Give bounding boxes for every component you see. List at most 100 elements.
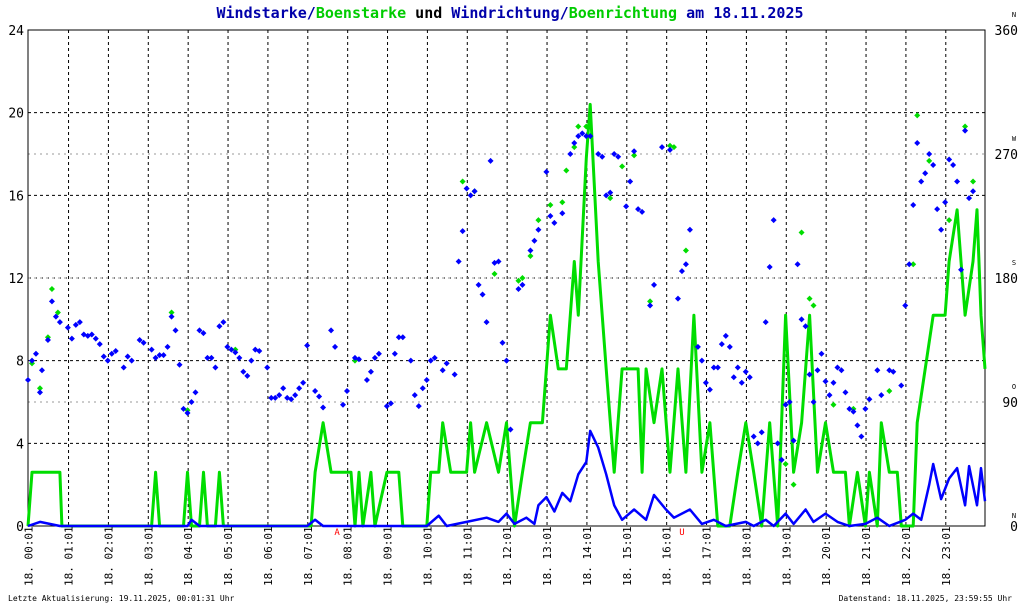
- x-tick-label: 18. 01:01: [63, 526, 76, 586]
- wind-dir-point: [431, 354, 438, 361]
- wind-dir-point: [758, 429, 765, 436]
- wind-dir-point: [862, 405, 869, 412]
- wind-dir-point: [830, 379, 837, 386]
- gust-dir-point: [48, 286, 55, 293]
- wind-dir-point: [750, 433, 757, 440]
- wind-dir-point: [316, 393, 323, 400]
- wind-dir-point: [938, 226, 945, 233]
- y-right-tick-label: 180: [995, 272, 1018, 287]
- x-tick-label: 18. 03:01: [142, 526, 155, 586]
- wind-dir-point: [778, 456, 785, 463]
- gust-dir-point: [54, 309, 61, 316]
- x-tick-label: 18. 16:01: [661, 526, 674, 586]
- gust-dir-point: [583, 123, 590, 130]
- wind-dir-point: [399, 334, 406, 341]
- gust-dir-point: [571, 144, 578, 151]
- title-sep-1: /: [306, 4, 316, 22]
- wind-dir-point: [762, 319, 769, 326]
- wind-dir-point: [726, 343, 733, 350]
- compass-label: N: [1012, 512, 1016, 520]
- wind-dir-point: [603, 192, 610, 199]
- wind-dir-point: [184, 410, 191, 417]
- wind-dir-point: [236, 354, 243, 361]
- wind-dir-point: [838, 367, 845, 374]
- wind-dir-point: [25, 376, 31, 383]
- wind-dir-point: [866, 396, 873, 403]
- compass-label: S: [1012, 259, 1016, 267]
- wind-dir-point: [790, 437, 797, 444]
- wind-dir-point: [738, 379, 745, 386]
- wind-dir-point: [878, 392, 885, 399]
- gust-dir-point: [631, 152, 638, 159]
- y-left-tick-label: 0: [16, 520, 24, 535]
- wind-dir-point: [483, 319, 490, 326]
- wind-dir-point: [535, 226, 542, 233]
- x-tick-label: 18. 11:01: [461, 526, 474, 586]
- compass-label: N: [1012, 11, 1016, 19]
- wind-dir-point: [966, 195, 973, 202]
- x-tick-label: 18. 19:01: [780, 526, 793, 586]
- wind-dir-point: [268, 394, 275, 401]
- footer-last-update: Letzte Aktualisierung: 19.11.2025, 00:01…: [8, 594, 235, 603]
- wind-dir-point: [88, 331, 95, 338]
- wind-dir-point: [471, 188, 478, 195]
- x-tick-label: 18. 07:01: [302, 526, 315, 586]
- wind-dir-point: [814, 367, 821, 374]
- wind-dir-point: [846, 405, 853, 412]
- wind-dir-point: [128, 357, 135, 364]
- wind-dir-point: [92, 335, 99, 342]
- wind-dir-point: [766, 263, 773, 270]
- wind-dir-point: [136, 337, 143, 343]
- wind-dir-point: [76, 319, 83, 326]
- gust-dir-point: [670, 144, 677, 151]
- wind-dir-point: [834, 364, 841, 371]
- wind-dir-point: [930, 162, 937, 169]
- wind-dir-point: [702, 379, 709, 386]
- wind-dir-point: [495, 258, 502, 265]
- wind-dir-point: [264, 364, 271, 371]
- wind-dir-point: [954, 178, 961, 185]
- wind-dir-point: [942, 199, 949, 206]
- wind-dir-point: [212, 364, 219, 371]
- wind-dir-point: [232, 349, 239, 356]
- wind-dir-point: [344, 387, 350, 394]
- wind-dir-point: [714, 364, 721, 371]
- wind-dir-point: [52, 313, 59, 320]
- x-tick-label: 18. 08:01: [342, 526, 355, 586]
- series: [25, 102, 987, 528]
- wind-dir-point: [754, 440, 761, 447]
- wind-dir-point: [328, 327, 335, 334]
- wind-dir-point: [934, 206, 941, 213]
- wind-dir-point: [898, 382, 905, 389]
- wind-dir-point: [547, 213, 554, 219]
- gust-dir-point: [491, 270, 498, 277]
- gust-dir-point: [559, 199, 566, 206]
- wind-dir-point: [363, 376, 370, 383]
- gust-dir-point: [782, 461, 789, 467]
- wind-dir-point: [38, 367, 45, 374]
- y-left-tick-label: 24: [8, 24, 24, 39]
- wind-dir-point: [674, 295, 681, 302]
- wind-dir-point: [507, 426, 514, 433]
- wind-dir-point: [391, 350, 398, 357]
- x-tick-label: 18. 22:01: [900, 526, 913, 586]
- gust-dir-point: [575, 123, 582, 130]
- wind-dir-point: [304, 342, 311, 349]
- wind-dir-point: [459, 228, 466, 235]
- wind-dir-point: [607, 189, 614, 196]
- wind-dir-point: [200, 330, 207, 337]
- wind-dir-point: [631, 148, 638, 155]
- wind-dir-point: [826, 392, 833, 399]
- wind-dir-point: [918, 178, 925, 185]
- wind-dir-point: [647, 302, 654, 309]
- wind-dir-point: [355, 356, 362, 363]
- compass-label: W: [1012, 135, 1017, 143]
- wind-dir-point: [734, 364, 741, 371]
- gust-dir-point: [619, 163, 626, 170]
- wind-dir-point: [774, 440, 781, 447]
- wind-dir-point: [256, 348, 263, 355]
- y-left-tick-label: 16: [8, 189, 24, 204]
- wind-dir-point: [216, 323, 223, 330]
- wind-dir-point: [910, 201, 917, 208]
- wind-dir-point: [196, 327, 203, 334]
